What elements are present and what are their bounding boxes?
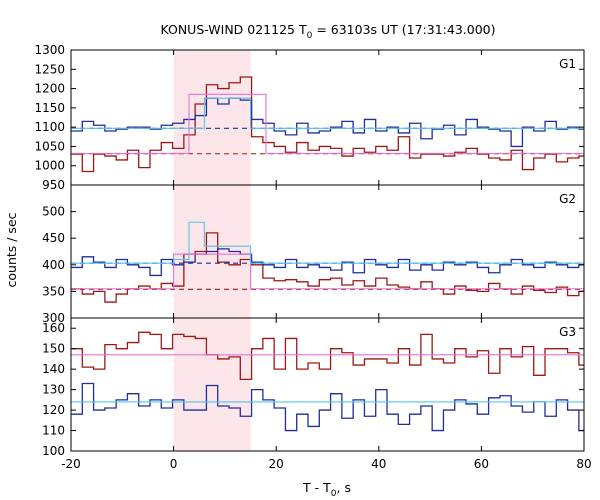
g1-red-step-series: [71, 76, 584, 173]
y-axis-label: counts / sec: [4, 212, 19, 287]
x-tick-label: 80: [576, 457, 591, 471]
g2-magenta-step-series: [71, 253, 584, 290]
g1-magenta-step-series: [71, 93, 584, 154]
y-tick-label: 100: [42, 444, 65, 458]
y-tick-label: 1200: [34, 82, 65, 96]
y-tick-label: 300: [42, 311, 65, 325]
g1-cyan-step-series: [71, 97, 584, 129]
g3-blue-step-series: [71, 382, 584, 432]
g2-blue-step-series: [71, 248, 584, 277]
y-tick-label: 1000: [34, 159, 65, 173]
y-tick-label: 950: [42, 178, 65, 192]
x-axis-label: T - T0, s: [302, 480, 351, 499]
y-tick-label: 1100: [34, 120, 65, 134]
x-tick-label: 40: [371, 457, 386, 471]
y-tick-label: 350: [42, 284, 65, 298]
y-tick-label: 450: [42, 231, 65, 245]
y-tick-label: 120: [42, 403, 65, 417]
x-tick-label: -20: [61, 457, 81, 471]
chart-title: KONUS-WIND 021125 T0 = 63103s UT (17:31:…: [160, 22, 495, 41]
y-tick-label: 400: [42, 258, 65, 272]
panel-label-g2: G2: [559, 192, 576, 206]
y-tick-label: 500: [42, 205, 65, 219]
g2-cyan-step-series: [71, 221, 584, 264]
y-tick-label: 140: [42, 362, 65, 376]
y-tick-label: 160: [42, 321, 65, 335]
panel-frame-g3: [70, 317, 585, 452]
y-tick-label: 130: [42, 383, 65, 397]
y-tick-label: 1250: [34, 62, 65, 76]
g1-blue-step-series: [71, 97, 584, 148]
burst-interval-highlight: [173, 50, 251, 451]
y-tick-label: 110: [42, 424, 65, 438]
y-tick-label: 1300: [34, 43, 65, 57]
x-tick-label: 60: [474, 457, 489, 471]
g2-red-step-series: [71, 232, 584, 303]
g3-red-step-series: [71, 331, 584, 381]
panel-label-g1: G1: [559, 57, 576, 71]
x-tick-label: 0: [170, 457, 178, 471]
x-tick-label: 20: [269, 457, 284, 471]
y-tick-label: 150: [42, 342, 65, 356]
y-tick-label: 1050: [34, 139, 65, 153]
y-tick-label: 1150: [34, 101, 65, 115]
panel-label-g3: G3: [559, 325, 576, 339]
